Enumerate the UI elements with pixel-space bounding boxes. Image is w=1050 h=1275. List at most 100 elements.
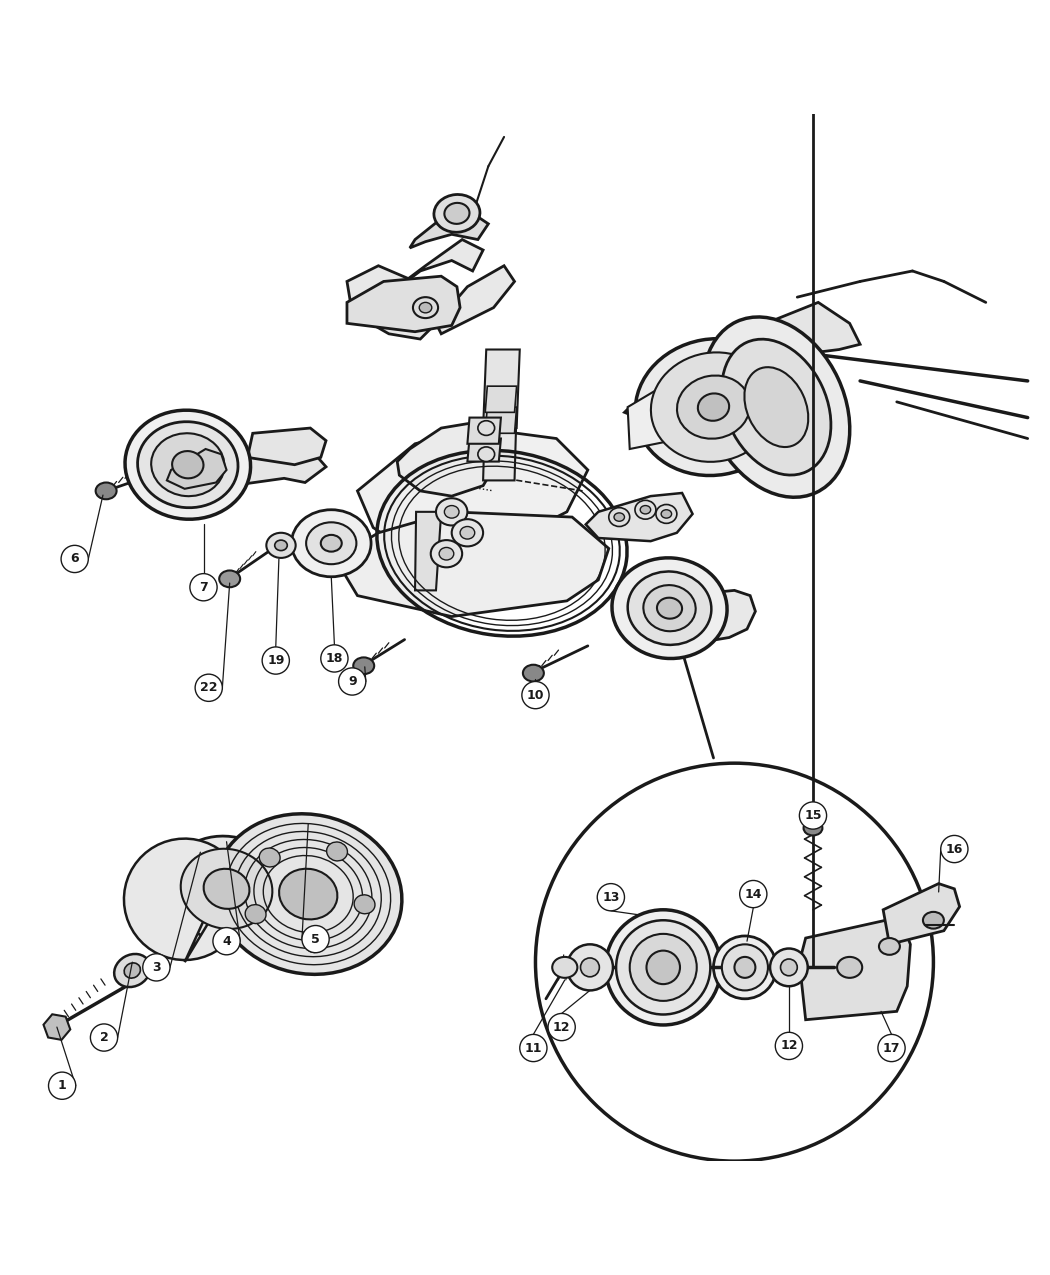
Ellipse shape (612, 558, 727, 658)
Polygon shape (346, 265, 436, 339)
Text: 10: 10 (527, 688, 544, 701)
Ellipse shape (616, 921, 711, 1015)
Circle shape (536, 764, 933, 1162)
Polygon shape (483, 349, 520, 428)
Ellipse shape (523, 664, 544, 681)
Ellipse shape (172, 451, 204, 478)
Circle shape (48, 1072, 76, 1099)
Ellipse shape (419, 302, 432, 312)
Ellipse shape (714, 936, 776, 998)
Text: 16: 16 (946, 843, 963, 856)
Text: 1: 1 (58, 1079, 66, 1093)
Ellipse shape (303, 933, 324, 952)
Circle shape (190, 574, 217, 601)
Ellipse shape (640, 506, 651, 514)
Circle shape (338, 668, 365, 695)
Polygon shape (467, 418, 501, 444)
Circle shape (775, 1033, 802, 1060)
Text: 9: 9 (348, 674, 357, 688)
Text: 14: 14 (744, 887, 762, 900)
Ellipse shape (125, 411, 251, 519)
Text: 12: 12 (780, 1039, 798, 1052)
Ellipse shape (214, 813, 402, 974)
Polygon shape (397, 423, 499, 496)
Ellipse shape (651, 352, 776, 462)
Circle shape (739, 881, 766, 908)
Circle shape (302, 926, 329, 952)
Polygon shape (436, 265, 514, 334)
Circle shape (262, 646, 290, 674)
Ellipse shape (879, 938, 900, 955)
Ellipse shape (307, 523, 356, 565)
Ellipse shape (698, 394, 729, 421)
Polygon shape (485, 386, 517, 412)
Text: 17: 17 (883, 1042, 900, 1054)
Ellipse shape (204, 868, 250, 909)
Text: 6: 6 (70, 552, 79, 565)
Text: 22: 22 (200, 681, 217, 695)
Ellipse shape (436, 499, 467, 525)
Polygon shape (124, 839, 231, 963)
Circle shape (321, 645, 348, 672)
Circle shape (90, 1024, 118, 1051)
Ellipse shape (353, 658, 374, 674)
Polygon shape (734, 302, 860, 376)
Ellipse shape (657, 598, 682, 618)
Text: 18: 18 (326, 652, 343, 666)
Ellipse shape (837, 958, 862, 978)
Text: 19: 19 (267, 654, 285, 667)
Ellipse shape (430, 541, 462, 567)
Ellipse shape (292, 510, 371, 576)
Circle shape (520, 1034, 547, 1062)
Polygon shape (167, 449, 227, 488)
Ellipse shape (662, 510, 672, 518)
Ellipse shape (413, 297, 438, 317)
Polygon shape (467, 439, 501, 462)
Circle shape (941, 835, 968, 863)
Ellipse shape (275, 541, 288, 551)
Text: 3: 3 (152, 961, 161, 974)
Ellipse shape (647, 951, 680, 984)
Polygon shape (195, 444, 327, 486)
Ellipse shape (354, 895, 375, 914)
Ellipse shape (635, 339, 792, 476)
Text: 5: 5 (311, 932, 320, 946)
Circle shape (195, 674, 223, 701)
Ellipse shape (151, 434, 225, 496)
Ellipse shape (219, 570, 240, 588)
Text: 12: 12 (553, 1020, 570, 1034)
Circle shape (878, 1034, 905, 1062)
Ellipse shape (478, 421, 495, 435)
Ellipse shape (581, 958, 600, 977)
Circle shape (213, 928, 240, 955)
Circle shape (799, 802, 826, 829)
Ellipse shape (567, 945, 613, 991)
Ellipse shape (439, 547, 454, 560)
Ellipse shape (606, 910, 721, 1025)
Ellipse shape (656, 505, 677, 523)
Polygon shape (341, 511, 609, 617)
Polygon shape (799, 917, 910, 1020)
Circle shape (143, 954, 170, 980)
Ellipse shape (780, 959, 797, 975)
Polygon shape (625, 360, 781, 434)
Polygon shape (883, 884, 960, 945)
Ellipse shape (722, 945, 768, 991)
Polygon shape (586, 493, 693, 541)
Polygon shape (622, 590, 755, 643)
Ellipse shape (181, 849, 272, 929)
Ellipse shape (609, 507, 630, 527)
Ellipse shape (246, 905, 266, 923)
Ellipse shape (96, 482, 117, 500)
Ellipse shape (452, 519, 483, 547)
Ellipse shape (267, 533, 296, 558)
Ellipse shape (702, 317, 849, 497)
Polygon shape (248, 428, 327, 464)
Ellipse shape (327, 842, 348, 861)
Text: 15: 15 (804, 810, 822, 822)
Ellipse shape (321, 536, 341, 552)
Ellipse shape (734, 958, 755, 978)
Ellipse shape (770, 949, 807, 987)
Text: 11: 11 (525, 1042, 542, 1054)
Ellipse shape (124, 963, 141, 978)
